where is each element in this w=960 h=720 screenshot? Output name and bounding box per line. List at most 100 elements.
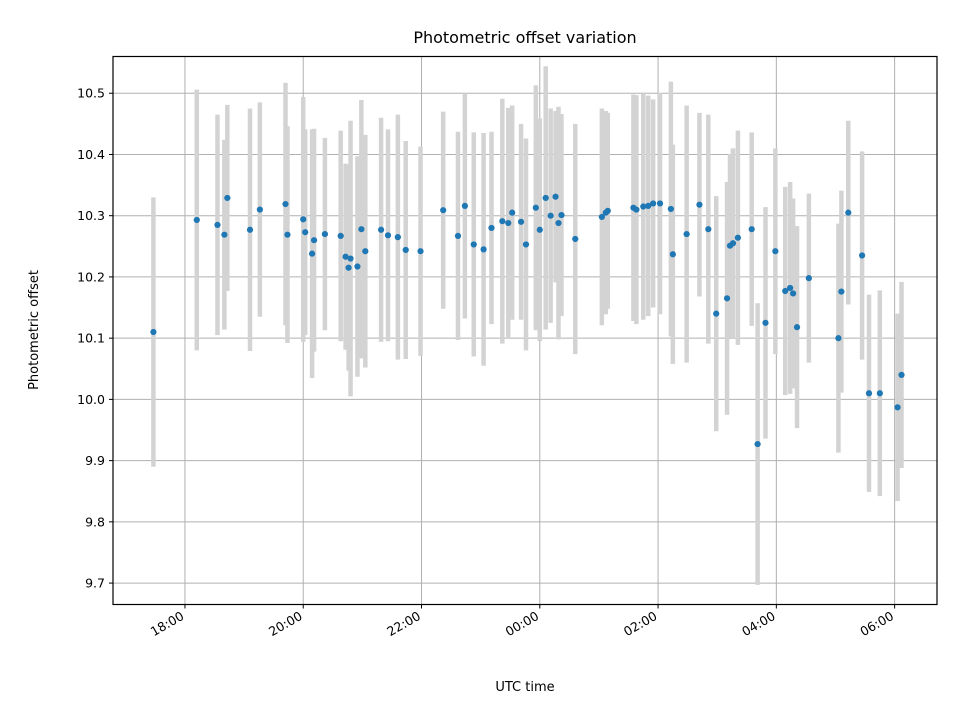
data-point — [555, 219, 562, 227]
y-axis-label: Photometric offset — [27, 270, 42, 390]
data-point — [754, 440, 761, 448]
data-point — [256, 206, 263, 213]
data-point — [748, 226, 755, 233]
data-point — [150, 328, 157, 336]
x-tick-label: 20:00 — [266, 608, 305, 639]
data-point — [362, 248, 369, 255]
data-point — [402, 246, 409, 254]
data-point — [417, 248, 424, 255]
error-bars — [151, 66, 904, 585]
data-point — [898, 371, 905, 378]
y-tick-label: 10.3 — [77, 208, 105, 223]
data-point — [214, 221, 221, 228]
data-point — [547, 212, 554, 219]
data-point — [845, 209, 852, 216]
data-point — [354, 263, 361, 270]
data-point — [656, 200, 664, 207]
y-tick-label: 10.1 — [77, 331, 105, 346]
y-tick-label: 10.5 — [77, 86, 105, 101]
x-axis-label: UTC time — [495, 680, 554, 695]
data-point — [358, 226, 365, 233]
data-point — [440, 207, 447, 214]
data-point — [645, 202, 652, 209]
data-point — [536, 226, 543, 233]
data-point — [705, 226, 712, 233]
data-point — [284, 231, 291, 238]
data-point — [604, 207, 611, 214]
data-point — [542, 194, 549, 202]
data-point — [667, 205, 674, 213]
data-point — [532, 204, 539, 211]
x-ticks: 18:00 20:00 22:00 00:00 02:00 04:00 06:00 — [148, 604, 896, 639]
data-point — [696, 201, 703, 208]
data-point — [793, 324, 801, 331]
data-point — [377, 226, 385, 233]
y-tick-label: 9.9 — [85, 453, 105, 468]
data-point — [633, 206, 640, 213]
data-point — [310, 237, 318, 244]
data-point — [723, 295, 731, 302]
data-point — [734, 234, 741, 241]
data-point — [499, 218, 506, 225]
data-point — [347, 255, 354, 262]
y-tick-label: 10.4 — [77, 147, 105, 162]
data-point — [517, 218, 525, 225]
x-tick-label: 00:00 — [503, 608, 542, 639]
data-point — [221, 231, 228, 238]
y-tick-label: 10.0 — [77, 392, 105, 407]
data-point — [858, 252, 866, 259]
data-point — [300, 216, 307, 223]
data-points — [150, 193, 905, 448]
data-point — [384, 232, 392, 239]
y-tick-label: 10.2 — [77, 269, 105, 284]
data-point — [461, 202, 468, 209]
data-point — [345, 264, 352, 271]
x-tick-label: 02:00 — [621, 608, 660, 639]
y-tick-label: 9.7 — [85, 576, 105, 591]
data-point — [787, 284, 794, 292]
data-point — [713, 310, 720, 317]
data-point — [865, 390, 873, 397]
x-tick-label: 18:00 — [148, 608, 187, 639]
x-tick-label: 04:00 — [739, 608, 778, 639]
data-point — [805, 275, 812, 282]
data-point — [598, 213, 605, 221]
data-point — [224, 194, 231, 202]
x-tick-label: 06:00 — [857, 608, 896, 639]
data-point — [838, 288, 845, 295]
data-point — [789, 290, 797, 297]
data-point — [522, 241, 530, 248]
data-point — [729, 240, 737, 247]
data-point — [762, 319, 769, 326]
data-point — [342, 253, 349, 260]
data-point — [302, 229, 309, 236]
data-point — [669, 251, 676, 258]
data-point — [470, 241, 477, 248]
data-point — [321, 230, 329, 238]
data-point — [650, 200, 657, 207]
x-tick-label: 22:00 — [384, 608, 423, 639]
data-point — [509, 209, 516, 216]
data-point — [640, 203, 647, 210]
data-point — [894, 404, 901, 411]
data-point — [558, 211, 565, 219]
data-point — [505, 219, 512, 227]
data-point — [772, 248, 779, 255]
data-point — [454, 232, 462, 240]
data-point — [246, 226, 254, 233]
data-point — [480, 246, 487, 253]
y-ticks: 9.7 9.8 9.9 10.0 10.1 10.2 10.3 10.4 10.5 — [77, 86, 113, 591]
data-point — [876, 390, 883, 397]
data-point — [835, 335, 842, 342]
data-point — [683, 230, 690, 238]
chart-title: Photometric offset variation — [413, 28, 636, 47]
plot-frame — [112, 55, 938, 606]
data-point — [394, 234, 401, 241]
y-tick-label: 9.8 — [85, 514, 105, 529]
data-point — [337, 232, 344, 240]
data-point — [782, 287, 789, 295]
data-point — [552, 193, 559, 200]
data-point — [572, 235, 579, 243]
data-point — [282, 200, 289, 208]
